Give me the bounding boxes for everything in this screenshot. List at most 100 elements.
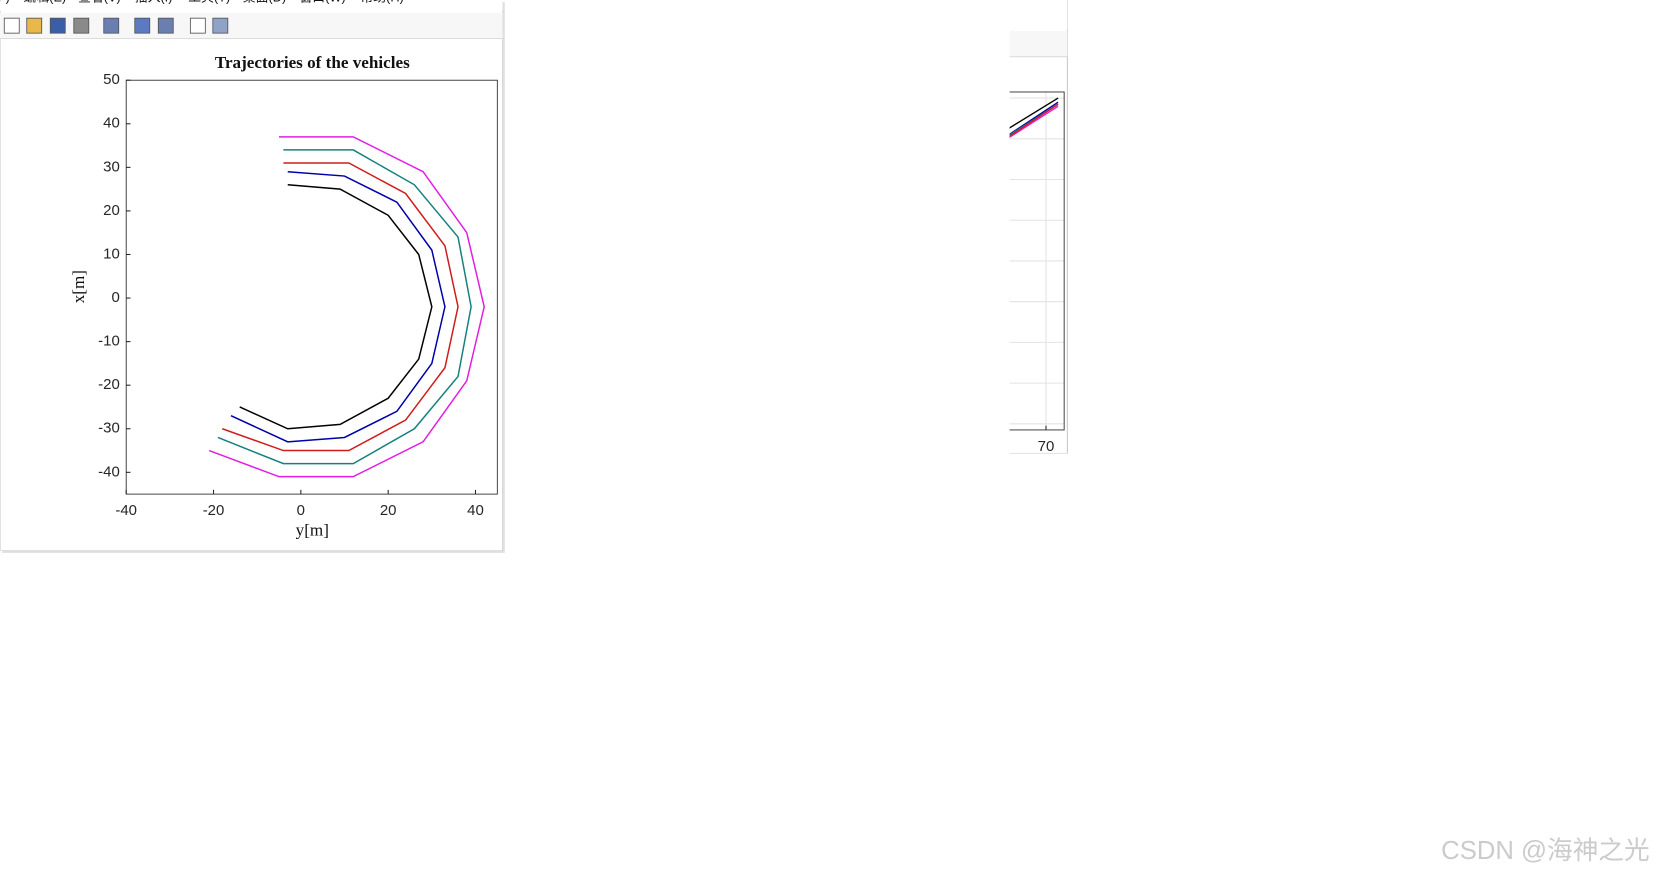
- event-marker: [625, 606, 634, 615]
- toolbar-button[interactable]: [663, 36, 678, 51]
- menu-item[interactable]: 编辑(E): [566, 484, 609, 499]
- menu-item[interactable]: 帮助(H): [1468, 6, 1511, 21]
- menu-item[interactable]: 桌面(D): [1351, 6, 1394, 21]
- toolbar-button[interactable]: [1094, 35, 1109, 50]
- menu-item[interactable]: 工具(T): [1283, 471, 1325, 486]
- toolbar-button[interactable]: [640, 36, 655, 51]
- toolbar-button[interactable]: [552, 512, 567, 527]
- menu-item[interactable]: 编辑(E): [24, 0, 67, 4]
- menu-item[interactable]: 编辑(E): [1119, 471, 1162, 486]
- toolbar-button[interactable]: [1267, 498, 1282, 513]
- toolbar-button[interactable]: [1202, 35, 1217, 50]
- event-marker: [618, 700, 627, 709]
- menu-item[interactable]: 工具(T): [1296, 6, 1338, 21]
- toolbar-button[interactable]: [714, 512, 729, 527]
- toolbar-button[interactable]: [1105, 498, 1120, 513]
- menu-bar: [502, 477, 1057, 506]
- x-tick-label: 20: [139, 852, 156, 869]
- event-marker: [578, 700, 587, 709]
- toolbar-button[interactable]: [3, 17, 20, 34]
- chart-title: Trajectories of the vehicles: [215, 53, 410, 72]
- toolbar-button[interactable]: [49, 17, 66, 34]
- event-marker: [795, 606, 804, 615]
- menu-item[interactable]: 窗口(W): [845, 9, 891, 24]
- toolbar-button[interactable]: [636, 512, 651, 527]
- toolbar-button[interactable]: [579, 36, 594, 51]
- menu-item[interactable]: 帮助(H): [1456, 471, 1499, 486]
- toolbar-button[interactable]: [1189, 498, 1204, 513]
- menu-item[interactable]: 插入(I): [1243, 6, 1281, 21]
- toolbar-button[interactable]: [189, 17, 206, 34]
- toolbar-button[interactable]: [528, 512, 543, 527]
- menu-item[interactable]: 插入(I): [680, 9, 718, 24]
- toolbar-button[interactable]: [1258, 35, 1273, 50]
- toolbar-button[interactable]: [1226, 35, 1241, 50]
- menu-item[interactable]: 查看(V): [1173, 471, 1216, 486]
- menu-item[interactable]: 查看(V): [620, 484, 663, 499]
- menu-item[interactable]: 窗口(W): [1407, 6, 1453, 21]
- series-line: [79, 806, 500, 843]
- toolbar-button[interactable]: [660, 512, 675, 527]
- axes-bg: [1155, 90, 1670, 419]
- toolbar-button[interactable]: [1280, 35, 1295, 50]
- menu-item[interactable]: 插入(I): [135, 0, 173, 4]
- menu-item[interactable]: 编辑(E): [569, 9, 612, 24]
- menu-item[interactable]: 工具(T): [188, 0, 230, 4]
- toolbar-button[interactable]: [1158, 498, 1173, 513]
- menu-item[interactable]: 查看(V): [78, 0, 121, 4]
- x-tick-label: 20: [735, 438, 752, 455]
- menu-item[interactable]: 工具(T): [734, 9, 776, 24]
- toolbar-button[interactable]: [1059, 498, 1074, 513]
- toolbar-button[interactable]: [1118, 35, 1133, 50]
- menu-item[interactable]: 插入(I): [1230, 471, 1268, 486]
- toolbar-button[interactable]: [73, 17, 90, 34]
- menu-item[interactable]: 文件(F): [1076, 6, 1118, 21]
- series-line: [230, 170, 446, 443]
- menu-item[interactable]: 文件(F): [510, 484, 552, 499]
- toolbar-button[interactable]: [1171, 35, 1186, 50]
- y-tick-label: 0.2: [1116, 735, 1137, 752]
- toolbar-button[interactable]: [103, 17, 120, 34]
- toolbar-button[interactable]: [509, 36, 524, 51]
- menu-item[interactable]: 桌面(D): [785, 484, 828, 499]
- menu-item[interactable]: 桌面(D): [243, 0, 286, 4]
- toolbar-button[interactable]: [506, 512, 521, 527]
- toolbar-button[interactable]: [575, 512, 590, 527]
- x-tick-label: 0: [75, 852, 83, 869]
- menu-item[interactable]: 帮助(H): [360, 0, 403, 4]
- toolbar-button[interactable]: [1213, 498, 1228, 513]
- toolbar-button[interactable]: [695, 36, 710, 51]
- toolbar-button[interactable]: [212, 17, 229, 34]
- menu-item[interactable]: 桌面(D): [1338, 471, 1381, 486]
- menu-item[interactable]: 查看(V): [1186, 6, 1229, 21]
- toolbar-button[interactable]: [26, 17, 43, 34]
- toolbar-button[interactable]: [1128, 498, 1143, 513]
- menu-item[interactable]: 文件(F): [0, 0, 10, 4]
- menu-item[interactable]: 帮助(H): [903, 484, 946, 499]
- maximize-button[interactable]: [1656, 446, 1667, 457]
- menu-item[interactable]: 编辑(E): [1132, 6, 1175, 21]
- toolbar-button[interactable]: [157, 17, 174, 34]
- toolbar-button[interactable]: [555, 36, 570, 51]
- menu-item[interactable]: 桌面(D): [788, 9, 831, 24]
- toolbar-button[interactable]: [1245, 498, 1260, 513]
- menu-item[interactable]: 插入(I): [677, 484, 715, 499]
- toolbar-button[interactable]: [134, 17, 151, 34]
- toolbar-button[interactable]: [692, 512, 707, 527]
- menu-item[interactable]: 帮助(H): [906, 9, 949, 24]
- menu-item[interactable]: 查看(V): [624, 9, 667, 24]
- toolbar-button[interactable]: [1072, 35, 1087, 50]
- menu-item[interactable]: 工具(T): [730, 484, 772, 499]
- menu-item[interactable]: 窗口(W): [1395, 471, 1441, 486]
- menu-item[interactable]: 窗口(W): [299, 0, 345, 4]
- toolbar-button[interactable]: [1081, 498, 1096, 513]
- menu-item[interactable]: 文件(F): [513, 9, 555, 24]
- toolbar-button[interactable]: [605, 512, 620, 527]
- y-tick-label: -40: [98, 463, 120, 480]
- toolbar-button[interactable]: [532, 36, 547, 51]
- toolbar-button[interactable]: [718, 36, 733, 51]
- menu-item[interactable]: 窗口(W): [842, 484, 888, 499]
- toolbar-button[interactable]: [1141, 35, 1156, 50]
- toolbar-button[interactable]: [609, 36, 624, 51]
- menu-item[interactable]: 文件(F): [1063, 471, 1105, 486]
